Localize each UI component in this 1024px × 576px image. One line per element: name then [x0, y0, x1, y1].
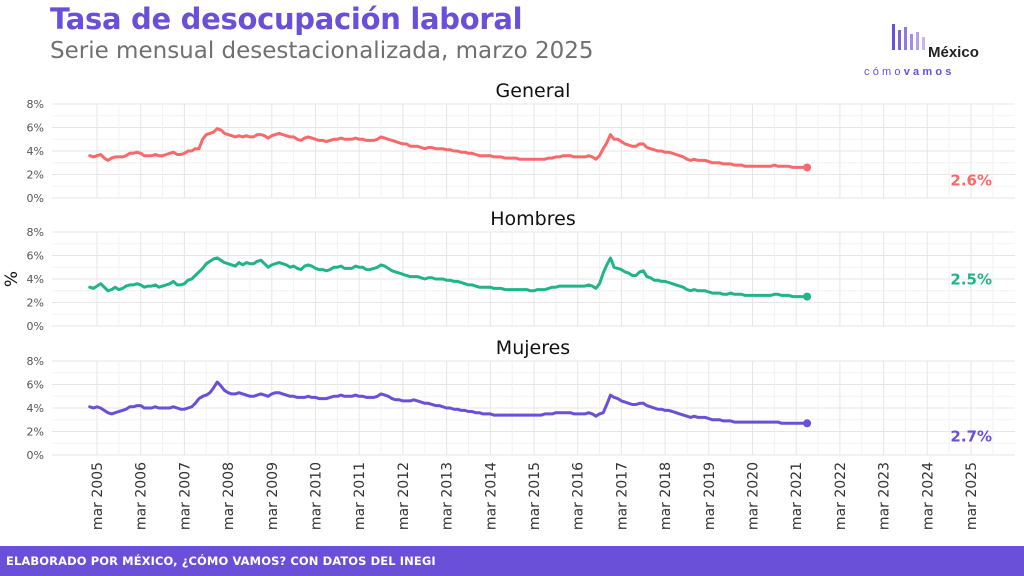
y-tick-label: 2%: [27, 297, 44, 310]
x-tick-label: mar 2021: [789, 462, 805, 530]
x-tick-label: mar 2005: [90, 462, 106, 530]
y-tick-label: 0%: [27, 192, 44, 205]
logo-text-bottom: cómovamos: [864, 66, 955, 78]
series-line-mujeres: [88, 380, 809, 425]
series-end-label: 2.5%: [950, 271, 992, 289]
series-end-label: 2.7%: [950, 427, 992, 445]
y-tick-label: 6%: [27, 379, 44, 392]
panel-title: Hombres: [490, 208, 575, 230]
x-tick-label: mar 2010: [309, 462, 325, 530]
x-tick-label: mar 2020: [746, 462, 762, 530]
series-endpoint: [803, 419, 812, 428]
x-tick-label: mar 2017: [614, 462, 630, 530]
x-tick-label: mar 2015: [527, 462, 543, 530]
x-tick-label: mar 2025: [964, 462, 980, 530]
y-tick-label: 0%: [27, 449, 44, 462]
mexico-como-vamos-logo: México cómovamos: [864, 22, 1004, 80]
panel-title: Mujeres: [496, 337, 570, 359]
y-tick-label: 6%: [27, 122, 44, 135]
series-line-hombres: [88, 256, 809, 299]
y-tick-label: 8%: [27, 98, 44, 111]
y-tick-label: 4%: [27, 145, 44, 158]
x-tick-label: mar 2006: [134, 462, 150, 530]
y-tick-label: 4%: [27, 402, 44, 415]
x-tick-label: mar 2009: [265, 462, 281, 530]
x-tick-label: mar 2022: [833, 462, 849, 530]
unemployment-chart: 0% 2% 4% 6% 8% General 2.6% 0% 2% 4% 6% 8% Hombres 2.…: [2, 80, 1015, 530]
x-tick-label: mar 2012: [396, 462, 412, 530]
y-tick-label: 6%: [27, 250, 44, 263]
series-endpoint: [803, 163, 812, 172]
y-axis-label: %: [2, 271, 22, 287]
footer-bar: ELABORADO POR MÉXICO, ¿CÓMO VAMOS? CON D…: [0, 546, 1024, 576]
x-tick-label: mar 2011: [352, 462, 368, 530]
y-tick-label: 2%: [27, 426, 44, 439]
y-tick-label: 0%: [27, 320, 44, 333]
x-tick-label: mar 2016: [571, 462, 587, 530]
y-tick-label: 4%: [27, 273, 44, 286]
logo-text-top: México: [928, 44, 979, 61]
x-tick-label: mar 2013: [440, 462, 456, 530]
series-endpoint: [803, 292, 812, 301]
x-tick-label: mar 2024: [920, 462, 936, 530]
series-line-general: [88, 127, 809, 169]
footer-credit: ELABORADO POR MÉXICO, ¿CÓMO VAMOS? CON D…: [6, 554, 436, 568]
x-tick-label: mar 2018: [658, 462, 674, 530]
x-tick-label: mar 2023: [877, 462, 893, 530]
y-tick-label: 8%: [27, 355, 44, 368]
x-tick-label: mar 2019: [702, 462, 718, 530]
panel-title: General: [496, 80, 571, 102]
series-end-label: 2.6%: [950, 171, 992, 189]
logo-bars-icon: [892, 24, 925, 50]
x-tick-label: mar 2014: [483, 462, 499, 530]
chart-subtitle: Serie mensual desestacionalizada, marzo …: [50, 38, 594, 64]
y-tick-label: 8%: [27, 226, 44, 239]
chart-title: Tasa de desocupación laboral: [50, 2, 523, 36]
x-tick-label: mar 2007: [177, 462, 193, 530]
y-tick-label: 2%: [27, 169, 44, 182]
x-tick-label: mar 2008: [221, 462, 237, 530]
